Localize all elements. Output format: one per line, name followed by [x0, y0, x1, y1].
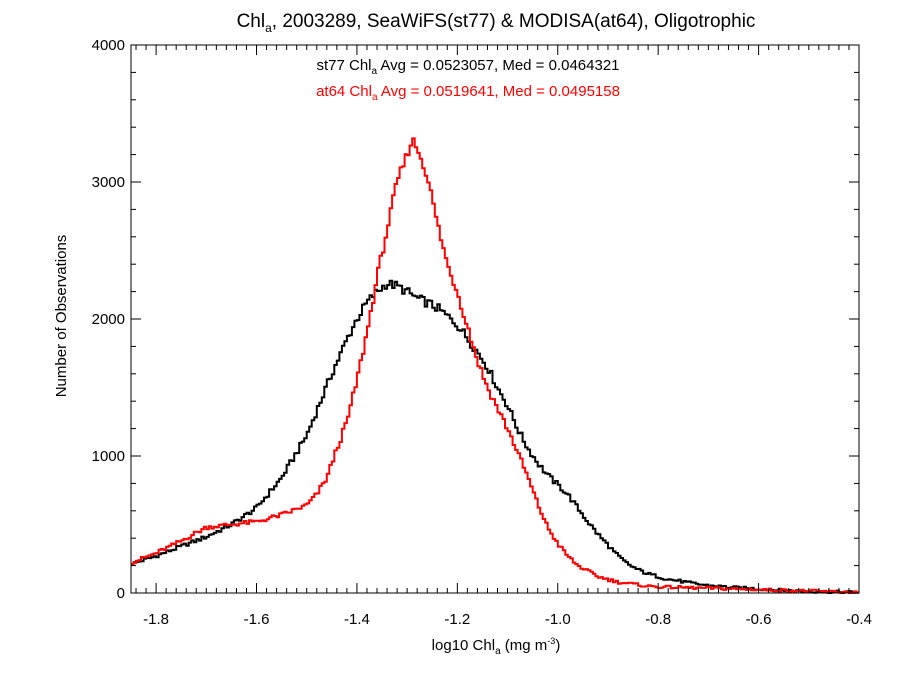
y-axis-label: Number of Observations — [53, 235, 70, 398]
x-tick-label: -1.0 — [545, 611, 571, 628]
y-tick-label: 4000 — [92, 37, 125, 54]
x-axis-label-sub: a — [495, 646, 501, 657]
chart-title-sub: a — [265, 21, 272, 35]
series-layer — [131, 137, 859, 594]
series-line-1 — [131, 137, 859, 594]
x-axis-label: log10 Chla (mg m-3) — [432, 636, 561, 657]
x-axis-label-sup: -3 — [547, 636, 555, 646]
chart-title-post: , 2003289, SeaWiFS(st77) & MODISA(at64),… — [272, 11, 756, 32]
x-tick-label: -0.4 — [846, 611, 872, 628]
y-tick-label: 1000 — [92, 448, 125, 465]
stats-st77-pre: st77 Chl — [316, 57, 371, 74]
y-tick-label: 3000 — [92, 174, 125, 191]
chart-title: Chla, 2003289, SeaWiFS(st77) & MODISA(at… — [237, 11, 756, 35]
stats-at64-post: Avg = 0.0519641, Med = 0.0495158 — [378, 83, 620, 100]
ticks-layer: -1.8 -1.6 -1.4 -1.2 -1.0 -0.8 -0.6 -0.4 0 1000 200… — [92, 37, 872, 628]
series-line-0 — [131, 279, 859, 594]
x-axis-label-pre: log10 Chl — [432, 637, 495, 654]
x-tick-label: -1.2 — [444, 611, 470, 628]
x-tick-label: -1.8 — [143, 611, 169, 628]
stats-st77-post: Avg = 0.0523057, Med = 0.0464321 — [377, 57, 619, 74]
x-axis-label-post: ) — [555, 637, 560, 654]
y-tick-label: 2000 — [92, 311, 125, 328]
x-tick-label: -0.6 — [746, 611, 772, 628]
chart-title-pre: Chl — [237, 11, 266, 32]
stats-st77-sub: a — [372, 66, 378, 77]
y-tick-label: 0 — [117, 585, 125, 602]
x-tick-label: -1.6 — [244, 611, 270, 628]
stats-at64-sub: a — [372, 92, 378, 103]
x-axis-label-mid: (mg m — [501, 637, 548, 654]
stats-at64-pre: at64 Chl — [316, 83, 372, 100]
plot-frame — [130, 44, 860, 594]
x-tick-label: -1.4 — [344, 611, 370, 628]
stats-label-at64: at64 Chla Avg = 0.0519641, Med = 0.04951… — [316, 83, 620, 103]
x-tick-label: -0.8 — [645, 611, 671, 628]
stats-label-st77: st77 Chla Avg = 0.0523057, Med = 0.04643… — [316, 57, 619, 77]
